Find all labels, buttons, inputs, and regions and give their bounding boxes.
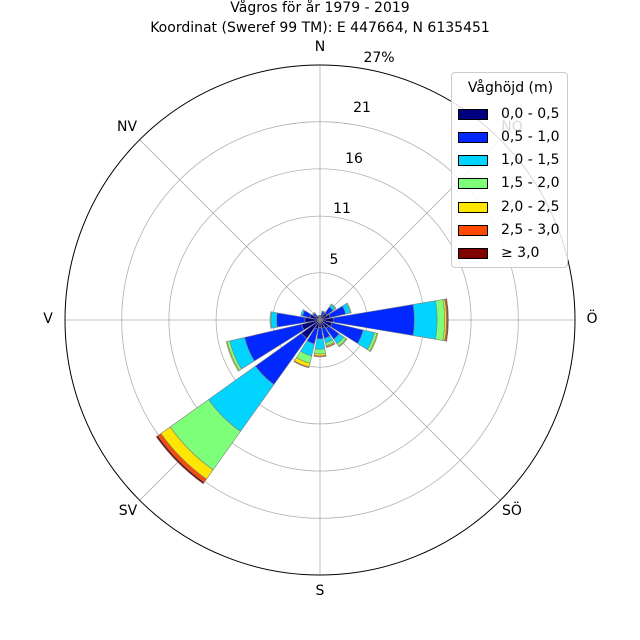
legend-swatch: [458, 202, 488, 213]
polar-grid: [65, 65, 575, 575]
legend-entry: 1,5 - 2,0: [458, 174, 566, 192]
legend-label: 1,5 - 2,0: [501, 175, 560, 191]
chart-title: Vågros för år 1979 - 2019: [230, 0, 410, 16]
radial-tick-label: 5: [329, 252, 339, 268]
rose-bar-segment: [155, 435, 205, 485]
rose-bar-segment: [300, 309, 306, 317]
compass-label-n: N: [314, 39, 326, 55]
rose-bar-segment: [346, 302, 352, 314]
rose-bar-segment: [314, 348, 326, 355]
rose-bar-segment: [338, 338, 348, 348]
legend-label: 0,5 - 1,0: [501, 129, 560, 145]
compass-label-s: S: [315, 583, 325, 599]
legend-swatch: [458, 109, 488, 120]
compass-label-nw: NV: [116, 119, 138, 135]
legend-entry: 2,0 - 2,5: [458, 198, 566, 216]
rose-bar-segment: [269, 311, 272, 329]
rose-bars: [155, 298, 449, 485]
legend-entry: 0,0 - 0,5: [458, 105, 566, 123]
compass-label-sw: SV: [118, 503, 138, 519]
compass-label-w: V: [43, 311, 53, 327]
rose-bar-segment: [270, 311, 278, 329]
legend-title: Våghöjd (m): [467, 80, 554, 96]
rose-bar-segment: [314, 338, 326, 350]
radial-tick-label: 21: [353, 100, 371, 116]
radial-tick-label: 16: [345, 151, 363, 167]
rose-bar-segment: [317, 315, 320, 318]
rose-bar-segment: [325, 342, 336, 348]
rose-bar-segment: [330, 303, 337, 310]
grid-spoke: [139, 139, 321, 321]
rose-bar-segment: [321, 310, 326, 314]
polar-frame: [64, 64, 576, 576]
legend: Våghöjd (m) 0,0 - 0,5 0,5 - 1,0 1,0 - 1,…: [451, 72, 568, 268]
rose-bar-segment: [412, 300, 438, 340]
grid-spoke: [319, 319, 501, 501]
rose-bar-segment: [445, 298, 449, 342]
legend-label: 1,0 - 1,5: [501, 152, 560, 168]
legend-entry: ≥ 3,0: [458, 244, 566, 262]
legend-swatch: [458, 155, 488, 166]
legend-swatch: [458, 248, 488, 259]
rose-bar-segment: [435, 299, 445, 341]
legend-label: 2,5 - 3,0: [501, 222, 560, 238]
rose-bar-segment: [311, 311, 316, 316]
legend-swatch: [458, 132, 488, 143]
rose-bar-segment: [369, 332, 379, 352]
rose-bar-segment: [293, 360, 310, 369]
compass-label-e: Ö: [586, 311, 598, 327]
radial-tick-label: 11: [333, 201, 351, 217]
rose-bar-segment: [318, 314, 322, 317]
legend-entry: 1,0 - 1,5: [458, 151, 566, 169]
rose-bar-segment: [313, 355, 327, 358]
legend-label: ≥ 3,0: [501, 245, 540, 261]
radial-tick-label: 27%: [363, 50, 395, 66]
legend-entry: 0,5 - 1,0: [458, 128, 566, 146]
chart-subtitle: Koordinat (Sweref 99 TM): E 447664, N 61…: [150, 20, 490, 36]
legend-entry: 2,5 - 3,0: [458, 221, 566, 239]
legend-swatch: [458, 178, 488, 189]
rose-bar-segment: [225, 341, 240, 372]
legend-swatch: [458, 225, 488, 236]
compass-label-se: SÖ: [502, 503, 522, 519]
legend-label: 0,0 - 0,5: [501, 106, 560, 122]
legend-label: 2,0 - 2,5: [501, 199, 560, 215]
